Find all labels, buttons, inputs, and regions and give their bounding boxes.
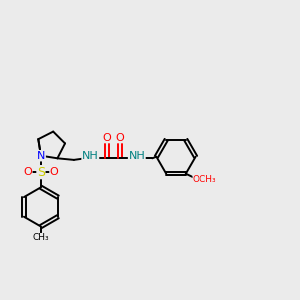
Text: O: O (50, 167, 58, 177)
Text: O: O (116, 133, 124, 143)
Text: N: N (37, 151, 45, 161)
Text: O: O (23, 167, 32, 177)
Text: S: S (37, 166, 45, 178)
Text: OCH₃: OCH₃ (193, 175, 217, 184)
Text: N: N (37, 151, 45, 161)
Text: NH: NH (128, 151, 145, 161)
Text: CH₃: CH₃ (33, 233, 49, 242)
Text: O: O (102, 133, 111, 143)
Text: NH: NH (82, 151, 99, 161)
